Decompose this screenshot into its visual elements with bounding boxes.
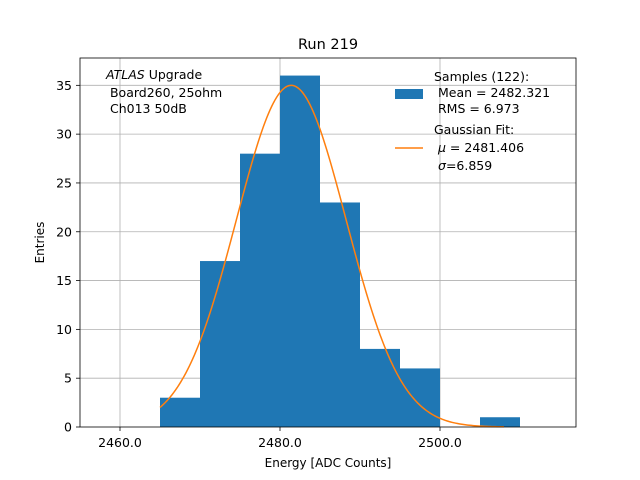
sigma-symbol: σ	[438, 158, 447, 173]
y-axis-ticks: 0 5 10 15 20 25 30 35	[56, 78, 80, 435]
experiment-annotation: ATLAS Upgrade Board260, 25ohm Ch013 50dB	[105, 67, 222, 116]
y-tick-label: 15	[56, 273, 72, 288]
histogram-bars	[160, 75, 520, 428]
annotation-line-3: Ch013 50dB	[106, 101, 187, 116]
y-tick-label: 30	[56, 127, 72, 142]
y-axis-label: Entries	[33, 222, 47, 264]
x-axis-label: Energy [ADC Counts]	[265, 456, 392, 470]
annotation-line-1: ATLAS Upgrade	[105, 67, 202, 82]
y-tick-label: 35	[56, 78, 72, 93]
legend-fit-sigma-value: =6.859	[446, 158, 492, 173]
x-tick-label: 2480.0	[258, 435, 302, 450]
histogram-bar	[200, 261, 240, 427]
experiment-name: ATLAS	[105, 67, 145, 82]
legend-samples-swatch	[395, 89, 423, 99]
legend: Samples (122): Mean = 2482.321 RMS = 6.9…	[395, 69, 550, 173]
plot-frame	[79, 57, 577, 428]
legend-samples-title: Samples (122):	[434, 69, 529, 84]
histogram-bar	[240, 153, 280, 427]
experiment-suffix: Upgrade	[145, 67, 203, 82]
annotation-line-2: Board260, 25ohm	[106, 85, 222, 100]
histogram-bar	[400, 368, 440, 427]
y-tick-label: 10	[56, 322, 72, 337]
legend-samples-mean: Mean = 2482.321	[434, 85, 550, 100]
y-tick-label: 25	[56, 175, 72, 190]
legend-fit-mu: μ = 2481.406	[437, 140, 524, 155]
mu-symbol: μ	[437, 140, 446, 155]
legend-fit-sigma: σ=6.859	[438, 158, 492, 173]
x-tick-label: 2500.0	[418, 435, 462, 450]
histogram-bar	[320, 202, 360, 427]
y-tick-label: 20	[56, 224, 72, 239]
legend-samples-rms: RMS = 6.973	[434, 101, 520, 116]
x-axis-ticks: 2460.0 2480.0 2500.0	[98, 427, 462, 450]
chart-title: Run 219	[298, 37, 358, 53]
histogram-bar	[480, 417, 520, 427]
y-tick-label: 5	[64, 371, 72, 386]
legend-fit-mu-value: = 2481.406	[446, 140, 524, 155]
histogram-bar	[160, 397, 200, 427]
y-tick-label: 0	[64, 420, 72, 435]
histogram-bar	[280, 75, 320, 428]
x-tick-label: 2460.0	[98, 435, 142, 450]
gaussian-fit-curve	[159, 84, 505, 428]
histogram-bar	[360, 348, 400, 427]
legend-fit-title: Gaussian Fit:	[434, 122, 514, 137]
